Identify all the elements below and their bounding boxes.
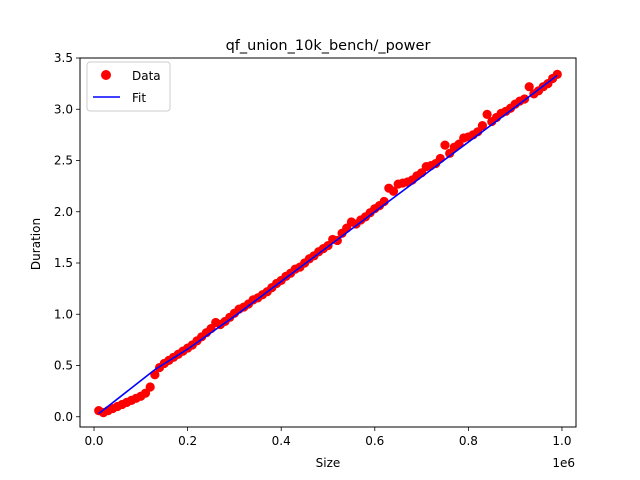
x-axis-ticks: 0.0 0.2 0.4 0.6 0.8 1.0 [84,427,572,448]
data-point [388,186,399,196]
data-point [477,121,488,131]
data-point [150,370,160,380]
y-tick-label: 0.5 [54,359,73,373]
legend-label-fit: Fit [132,91,146,105]
data-point [435,153,445,164]
y-tick-label: 2.0 [54,205,73,219]
axes-frame [79,57,577,428]
legend-label-data: Data [132,69,161,83]
y-tick-label: 3.5 [54,51,73,65]
fit-line [98,74,558,415]
fit-series [98,74,558,415]
x-tick-label: 0.8 [459,434,478,448]
x-tick-label: 1.0 [552,434,571,448]
x-axis-offset-label: 1e6 [552,456,575,470]
x-tick-label: 0.6 [365,434,384,448]
y-tick-label: 0.0 [54,410,73,424]
data-point [524,82,534,92]
x-tick-label: 0.0 [84,434,103,448]
y-axis-label: Duration [29,218,43,270]
y-tick-label: 1.5 [54,256,73,270]
y-tick-label: 2.5 [54,154,73,168]
chart-title: qf_union_10k_bench/_power [226,38,431,54]
y-tick-label: 1.0 [54,307,73,321]
data-point [145,382,155,392]
x-tick-label: 0.4 [272,434,291,448]
data-point [482,109,492,119]
y-axis-ticks: 0.0 0.5 1.0 1.5 2.0 2.5 3.0 3.5 [54,51,80,424]
legend: Data Fit [86,61,171,112]
data-point [440,140,450,150]
x-tick-label: 0.2 [178,434,197,448]
x-axis-label: Size [316,456,341,470]
y-tick-label: 3.0 [54,102,73,116]
legend-marker-data [101,70,111,80]
